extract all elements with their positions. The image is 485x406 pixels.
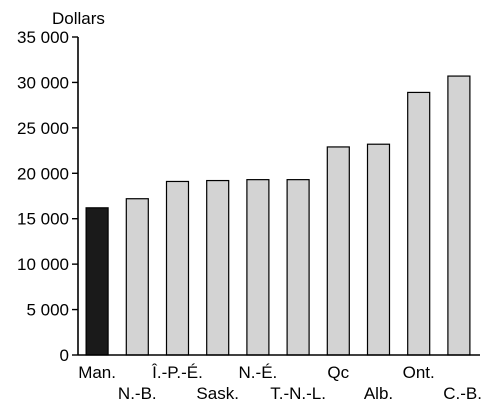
- bars: [85, 75, 471, 356]
- bar: [447, 75, 471, 356]
- y-tick-label: 25 000: [17, 119, 69, 138]
- y-tick-label: 5 000: [26, 301, 69, 320]
- x-category-label: T.-N.-L.: [270, 384, 326, 403]
- y-tick-label: 15 000: [17, 210, 69, 229]
- x-category-label: N.-B.: [118, 384, 157, 403]
- x-category-label: N.-É.: [239, 363, 278, 382]
- y-tick-label: 35 000: [17, 28, 69, 47]
- y-tick-label: 10 000: [17, 255, 69, 274]
- x-category-label: Qc: [327, 363, 349, 382]
- bar: [326, 146, 350, 356]
- x-category-label: Man.: [78, 363, 116, 382]
- x-axis-labels: Man.N.-B. Î.-P.-É. Sask.N.-É. T.-N.-L.Qc Alb…: [78, 363, 482, 403]
- bar: [206, 179, 230, 356]
- bar: [286, 179, 310, 356]
- bar: [125, 198, 149, 356]
- y-axis-title: Dollars: [52, 9, 105, 28]
- y-axis-ticks: 0 5 000 10 000 15 000 20 000 25 000 30 000 35 0…: [17, 28, 78, 365]
- y-tick-label: 20 000: [17, 164, 69, 183]
- y-tick-label: 30 000: [17, 73, 69, 92]
- bar: [246, 179, 270, 356]
- x-category-label: Sask.: [196, 384, 239, 403]
- bar: [165, 180, 190, 356]
- x-category-label: Î.-P.-É.: [151, 363, 203, 382]
- x-category-label: C.-B.: [443, 384, 482, 403]
- bar: [85, 207, 109, 356]
- x-category-label: Alb.: [364, 384, 393, 403]
- x-category-label: Ont.: [403, 363, 435, 382]
- y-tick-label: 0: [60, 346, 69, 365]
- bar: [407, 91, 431, 356]
- bar: [366, 143, 391, 356]
